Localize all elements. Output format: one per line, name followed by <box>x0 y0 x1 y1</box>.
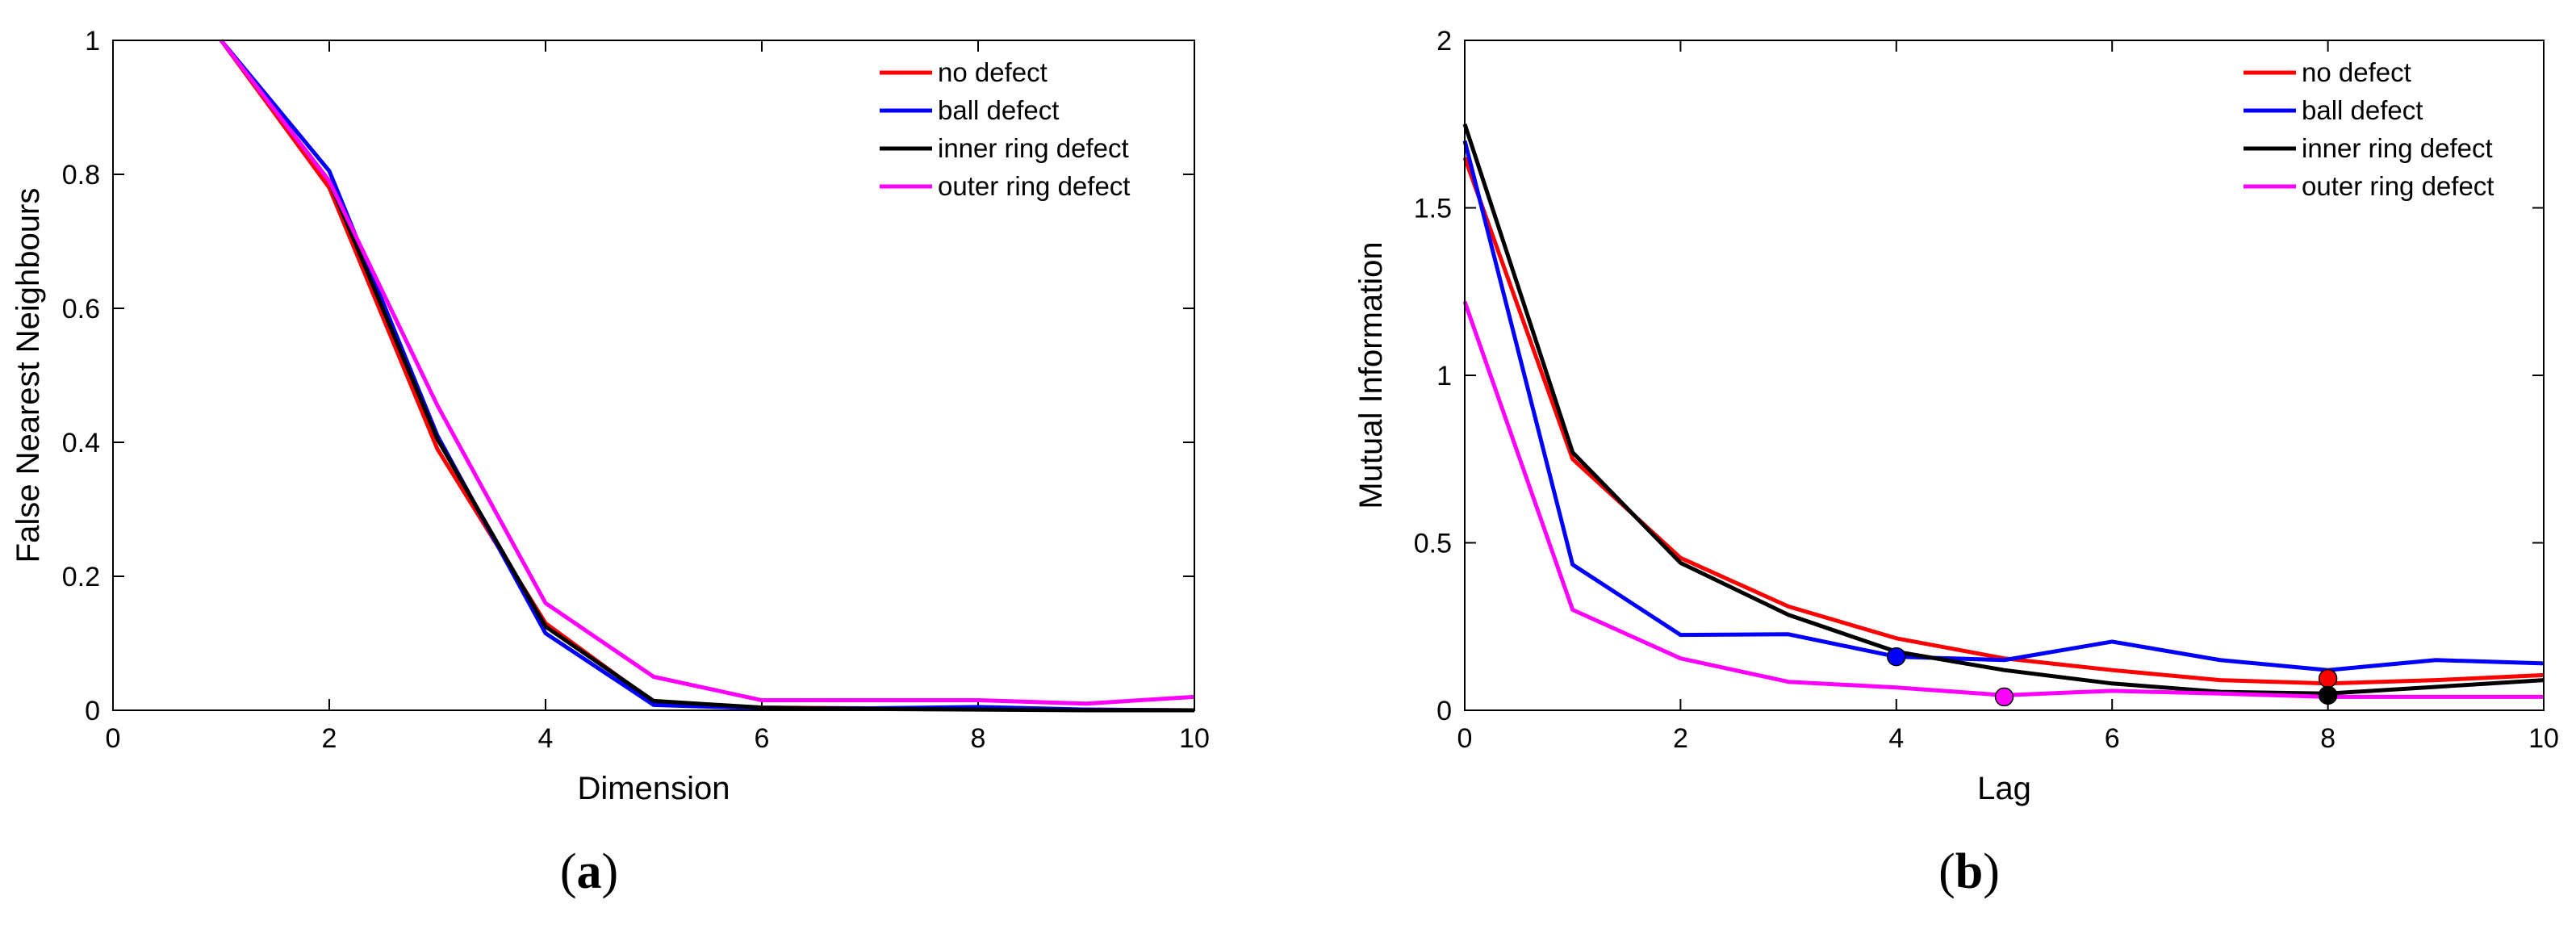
panel-a-chart: 0 2 4 6 8 10 0 0.2 0.4 0.6 0.8 1 no defect ball defe… <box>10 26 1210 899</box>
panel-a-y-tick-label: 0.4 <box>62 428 100 458</box>
panel-a-x-tick-label: 2 <box>322 723 337 754</box>
panel-b-marker-outer-ring-defect <box>1994 687 2014 707</box>
panel-b-marker-ball-defect <box>1887 647 1906 667</box>
panel-b-x-tick-label: 4 <box>1888 723 1904 754</box>
panel-b-x-tick-label: 0 <box>1457 723 1473 754</box>
panel-b-series-no-defect <box>1462 157 2545 686</box>
panel-b-legend: no defect ball defect inner ring defect out… <box>2244 57 2494 201</box>
panel-a-y-tick-label: 0.8 <box>62 160 100 190</box>
panel-b-legend-label: outer ring defect <box>2302 171 2494 201</box>
panel-a-x-axis-label: Dimension <box>578 771 730 806</box>
panel-b-y-tick-label: 0 <box>1436 696 1452 726</box>
panel-b-series-inner-ring-defect <box>1462 123 2545 696</box>
panel-b-legend-label: ball defect <box>2302 95 2423 125</box>
panel-a-caption-label: (a) <box>560 844 618 899</box>
panel-a-axes-frame <box>112 40 1195 711</box>
panel-a-x-tick-label: 0 <box>106 723 121 754</box>
panel-a-y-tick-label: 0.6 <box>62 294 100 324</box>
panel-a-legend: no defect ball defect inner ring defect out… <box>880 57 1130 201</box>
panel-b-chart: 0 2 4 6 8 10 0 0.5 1 1.5 2 no defect ball defect inn… <box>1353 26 2559 899</box>
panel-a-legend-label: ball defect <box>938 95 1059 125</box>
panel-a-y-axis-label: False Nearest Neighbours <box>10 188 46 563</box>
panel-b-legend-label: no defect <box>2302 57 2411 87</box>
panel-a-legend-label: outer ring defect <box>938 171 1130 201</box>
panel-b-marker-inner-ring-defect <box>2318 685 2338 705</box>
panel-b-marker-no-defect <box>2318 668 2338 689</box>
panel-b-x-tick-label: 10 <box>2528 723 2559 754</box>
panel-a-x-tick-label: 8 <box>971 723 986 754</box>
panel-a-series-outer-ring-defect <box>220 39 1195 706</box>
panel-a-legend-label: inner ring defect <box>938 133 1129 163</box>
panel-a-ticks: 0 2 4 6 8 10 0 0.2 0.4 0.6 0.8 1 <box>62 26 1210 754</box>
panel-b-y-axis-label: Mutual Information <box>1353 241 1389 509</box>
panel-a-y-tick-label: 0.2 <box>62 562 100 592</box>
panel-b-axes-frame <box>1464 40 2545 711</box>
panel-b-y-tick-label: 2 <box>1436 26 1452 57</box>
panel-b-y-tick-label: 1 <box>1436 361 1452 391</box>
panel-b-markers <box>1887 647 2338 707</box>
panel-b-caption-label: (b) <box>1938 844 2000 899</box>
panel-b-x-tick-label: 6 <box>2105 723 2120 754</box>
panel-b-y-tick-label: 1.5 <box>1414 194 1452 224</box>
panel-b-lines <box>1462 123 2545 699</box>
panel-a-y-tick-label: 1 <box>85 26 100 57</box>
panel-b-series-ball-defect <box>1462 140 2545 672</box>
panel-a-legend-label: no defect <box>938 57 1048 87</box>
panel-b-x-axis-label: Lag <box>1977 771 2031 806</box>
panel-b-ticks: 0 2 4 6 8 10 0 0.5 1 1.5 2 <box>1414 26 2559 754</box>
panel-a-y-tick-label: 0 <box>85 696 100 726</box>
panel-a-x-tick-label: 10 <box>1179 723 1210 754</box>
panel-a-x-tick-label: 6 <box>755 723 770 754</box>
panel-b-x-tick-label: 8 <box>2320 723 2336 754</box>
panel-b-y-tick-label: 0.5 <box>1414 529 1452 559</box>
panel-a-x-tick-label: 4 <box>538 723 554 754</box>
panel-b-series-outer-ring-defect <box>1462 300 2544 699</box>
panel-b-legend-label: inner ring defect <box>2302 133 2493 163</box>
panel-b-x-tick-label: 2 <box>1673 723 1688 754</box>
